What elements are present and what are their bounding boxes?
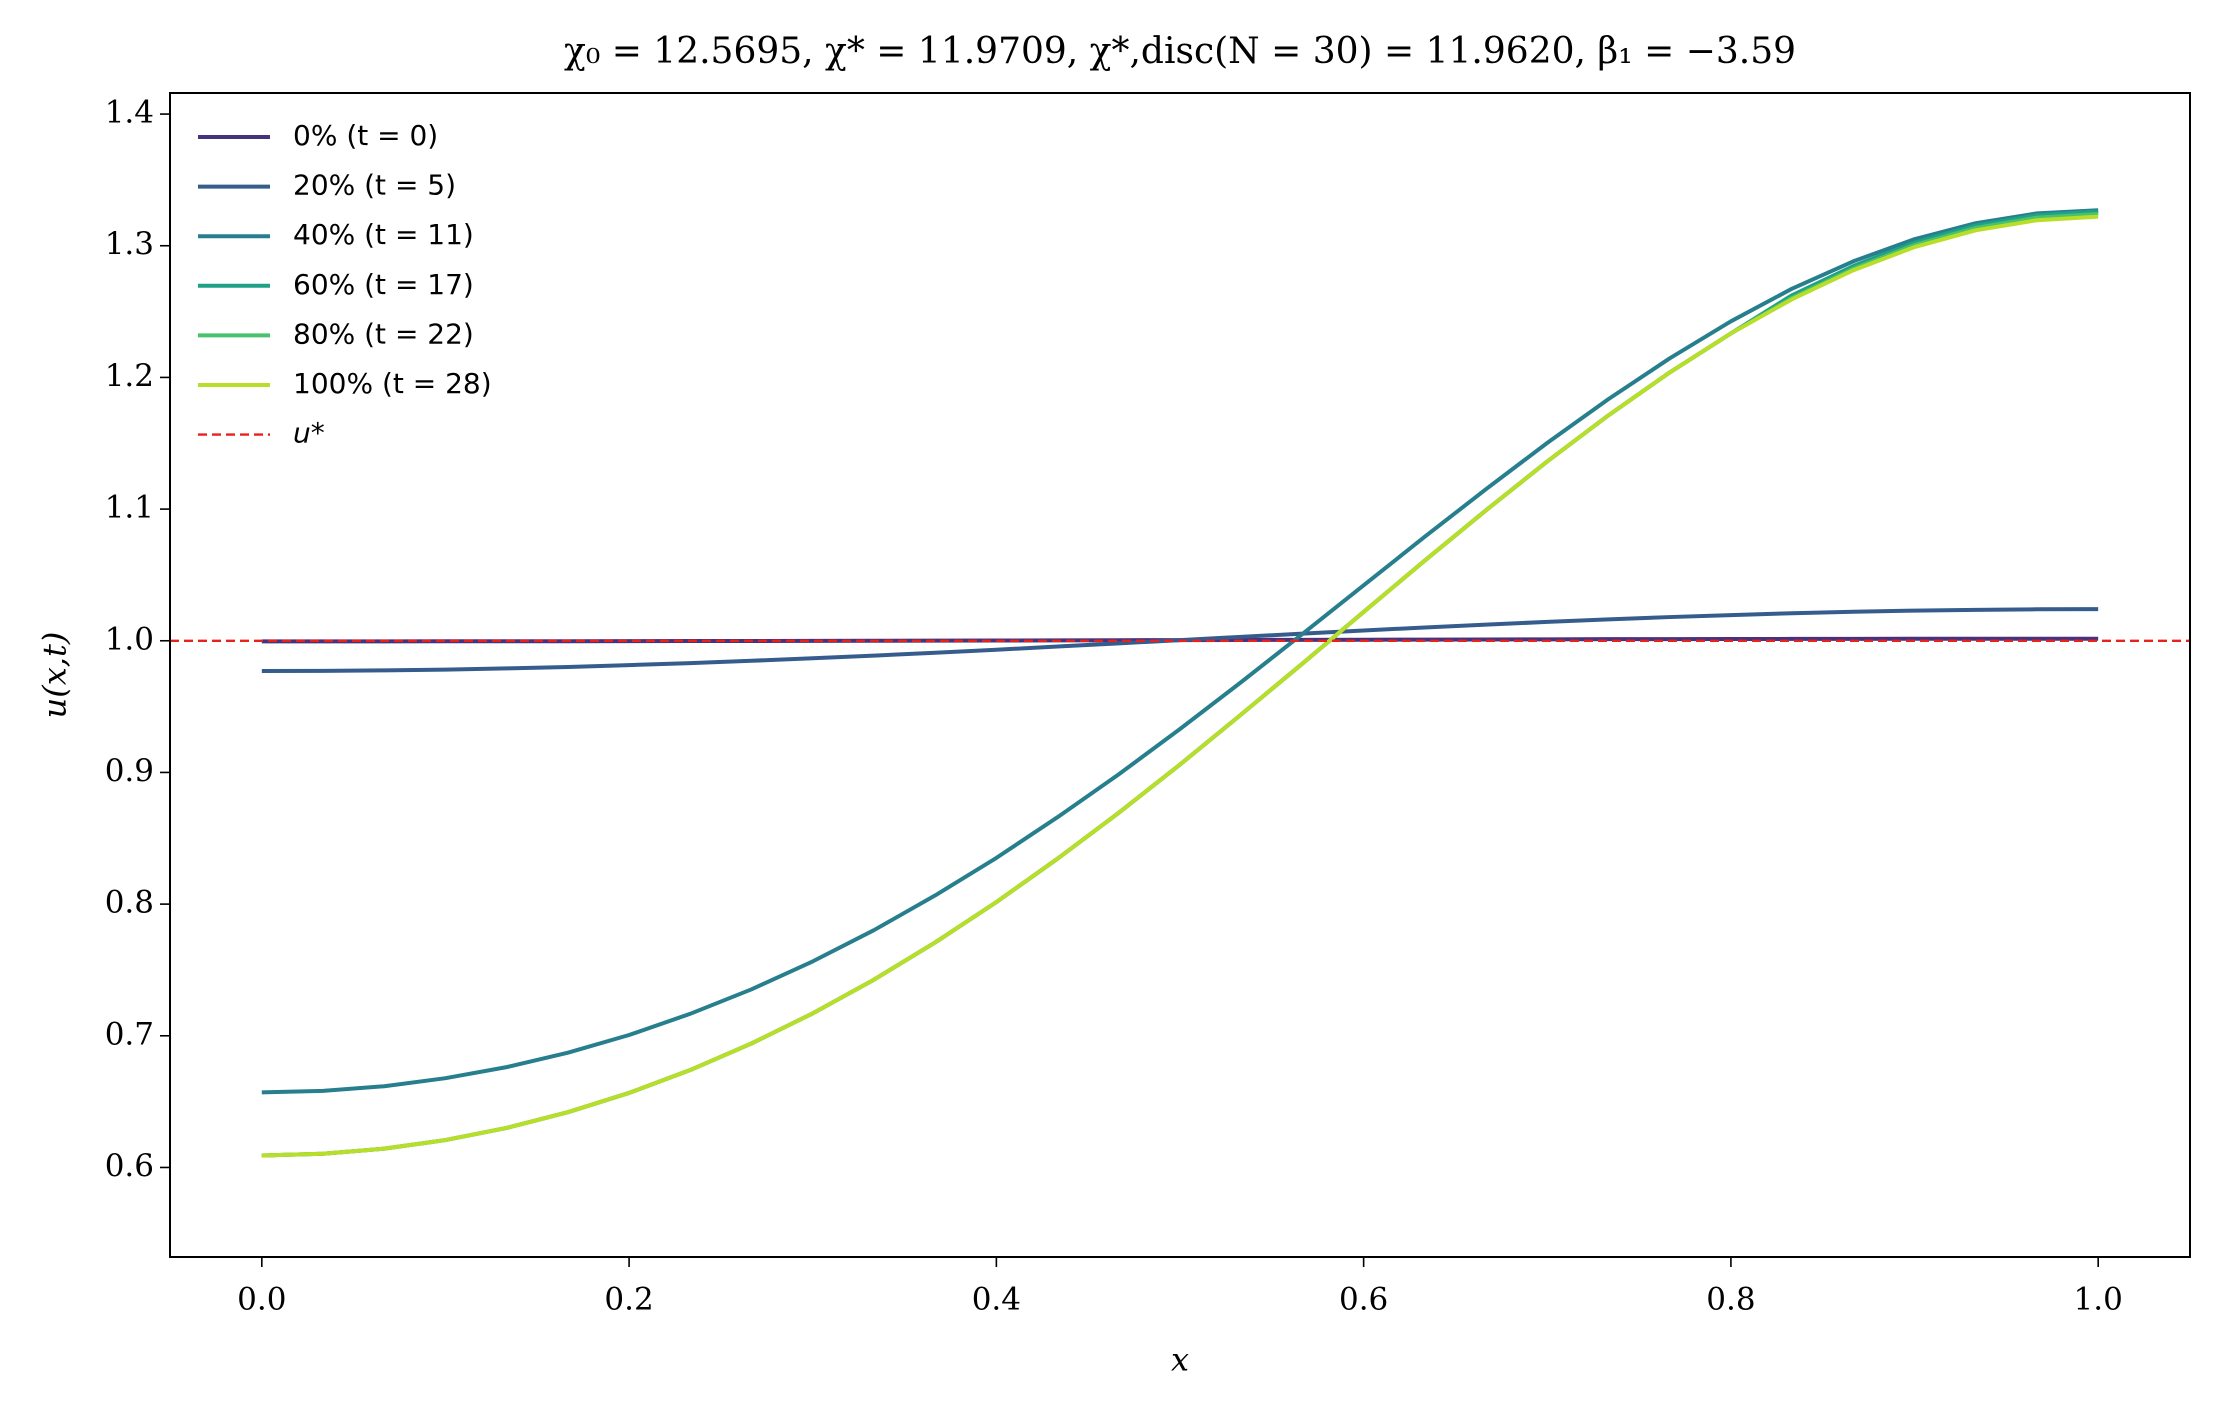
legend-label: u* (293, 417, 325, 450)
x-tick-label: 0.8 (1706, 1282, 1755, 1318)
legend-label: 80% (t = 22) (293, 317, 474, 350)
x-tick-label: 0.0 (237, 1282, 286, 1318)
legend-label: 20% (t = 5) (293, 169, 456, 202)
chart-title: χ₀ = 12.5695, χ* = 11.9709, χ*,disc(N = … (564, 31, 1796, 72)
series-line (261, 208, 2099, 1095)
x-axis-label: x (1171, 1341, 1189, 1379)
y-tick-label: 1.3 (105, 226, 154, 262)
y-tick-label: 0.6 (105, 1148, 154, 1184)
y-tick-label: 0.9 (105, 753, 154, 789)
x-tick-label: 1.0 (2074, 1282, 2123, 1318)
y-tick-label: 0.8 (105, 885, 154, 921)
legend-label: 40% (t = 11) (293, 218, 474, 251)
y-tick-label: 1.4 (105, 95, 154, 131)
y-tick-label: 1.2 (105, 358, 154, 394)
legend-label: 60% (t = 17) (293, 268, 474, 301)
series-line (261, 214, 2099, 1158)
y-tick-label: 0.7 (105, 1016, 154, 1052)
x-tick-label: 0.4 (972, 1282, 1021, 1318)
y-tick-label: 1.0 (105, 621, 154, 657)
legend-label: 0% (t = 0) (293, 119, 438, 152)
y-axis-label: u(x,t) (36, 632, 74, 719)
x-tick-label: 0.2 (604, 1282, 653, 1318)
y-tick-label: 1.1 (105, 490, 154, 526)
legend-label: 100% (t = 28) (293, 367, 492, 400)
x-tick-label: 0.6 (1339, 1282, 1388, 1318)
plot-frame (169, 92, 2191, 1258)
